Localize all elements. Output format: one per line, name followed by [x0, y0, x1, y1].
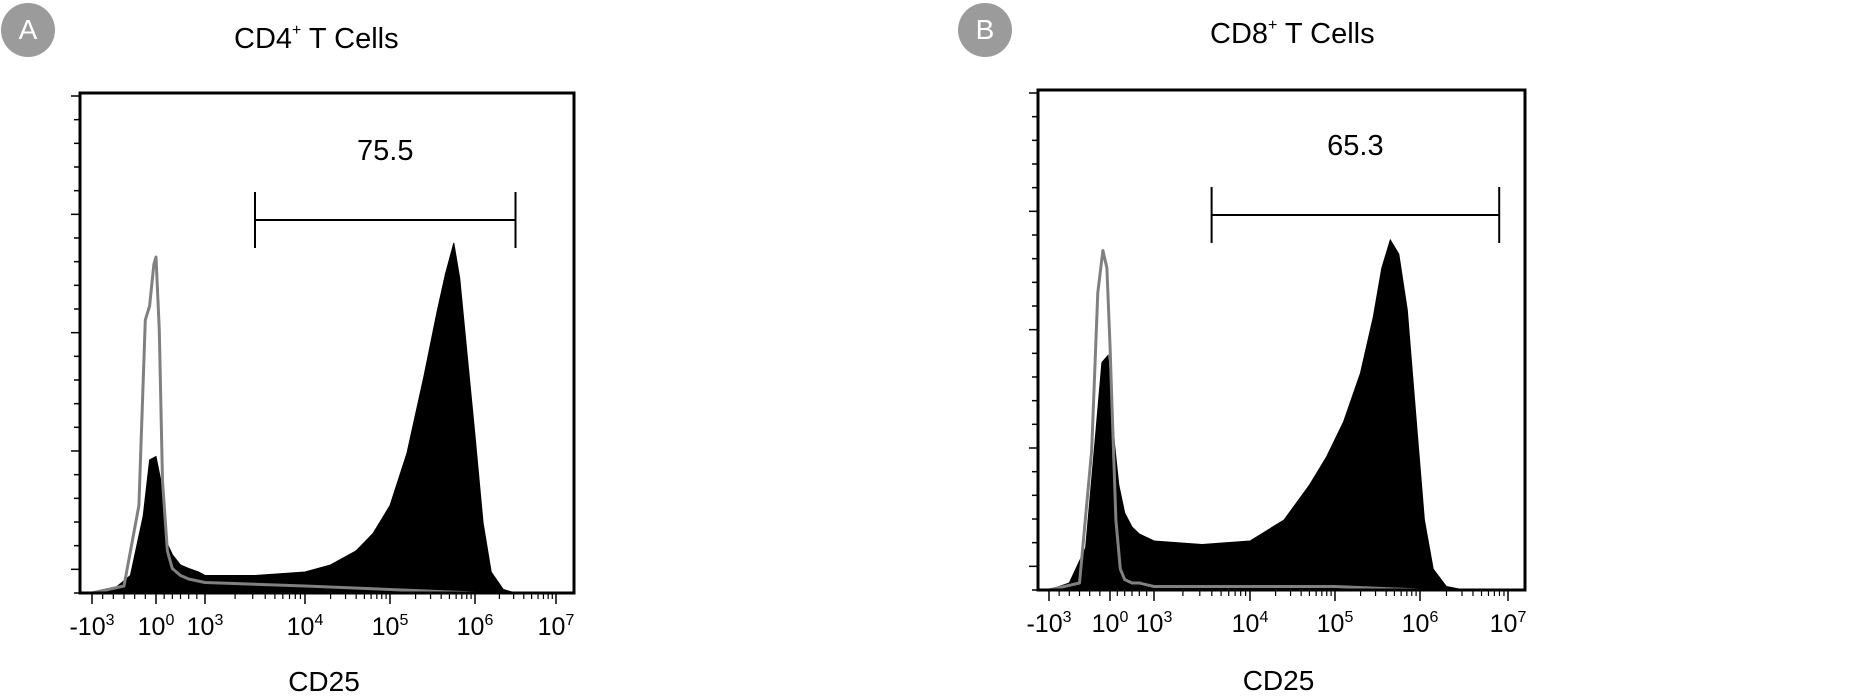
x-axis-tick-label: 106: [457, 612, 494, 641]
x-axis-tick-label: 100: [138, 612, 175, 641]
panel-badge: A: [1, 3, 55, 57]
x-axis-label: CD25: [288, 666, 360, 697]
x-axis-tick-label: 106: [1402, 609, 1439, 638]
panel-title: CD4+ T Cells: [234, 22, 399, 56]
gate-percentage-label: 75.5: [357, 135, 413, 167]
histogram-plot: -103 100 103 104 105 106 107 65.3 CD25: [1026, 88, 1527, 696]
x-axis-tick-label: -103: [1026, 609, 1071, 638]
plot-frame: [1036, 88, 1527, 592]
x-axis-tick-label: 107: [1490, 609, 1527, 638]
x-axis-tick-label: 103: [187, 612, 224, 641]
panel-a: A CD4+ T Cells -103 100 103 104 105 106 107 75.…: [1, 3, 576, 697]
x-axis-tick-label: 105: [1317, 609, 1354, 638]
histogram-plot: -103 100 103 104 105 106 107 75.5 CD25: [69, 91, 576, 697]
histogram-filled-series: [1048, 238, 1465, 591]
title-main: CD4: [234, 23, 293, 55]
plot-frame: [78, 91, 576, 595]
x-axis-label: CD25: [1243, 665, 1315, 696]
x-axis-tick-label: 107: [538, 612, 575, 641]
x-axis-tick-label: 100: [1092, 609, 1129, 638]
title-sup: +: [292, 22, 302, 40]
x-axis-tick-label: 105: [372, 612, 409, 641]
x-axis-tick-label: -103: [69, 612, 114, 641]
title-sup: +: [1268, 17, 1278, 35]
x-axis-tick-label: 103: [1136, 609, 1173, 638]
histogram-control-series: [91, 255, 516, 595]
title-main: CD8: [1210, 18, 1269, 50]
title-rest: T Cells: [1277, 18, 1375, 50]
histogram-control-series: [1048, 249, 1464, 592]
panel-badge: B: [958, 3, 1012, 57]
histogram-filled-series: [91, 242, 516, 594]
x-axis-tick-label: 104: [287, 612, 324, 641]
panel-b: B CD8+ T Cells -103 100 103 104 105 106 107 65.…: [956, 0, 1868, 698]
gate-percentage-label: 65.3: [1327, 130, 1383, 162]
x-axis-tick-label: 104: [1232, 609, 1269, 638]
panel-title: CD8+ T Cells: [1210, 17, 1375, 51]
title-rest: T Cells: [301, 23, 399, 55]
